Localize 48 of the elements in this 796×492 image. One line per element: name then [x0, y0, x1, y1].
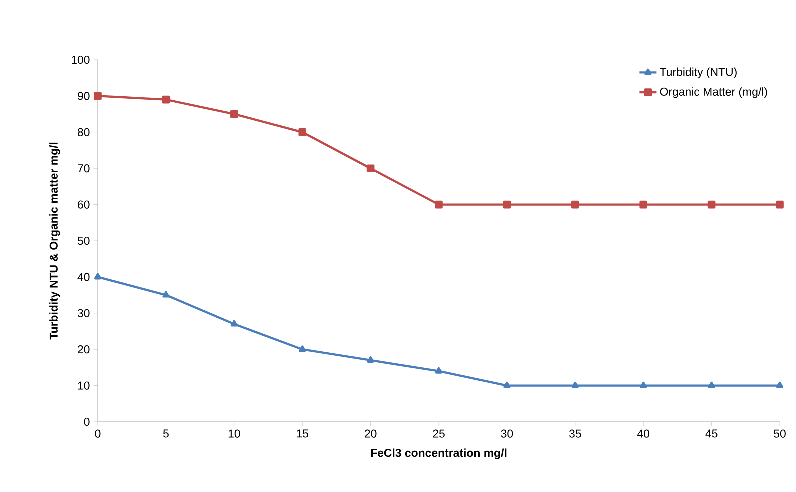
point [230, 320, 238, 327]
y-tick-label: 10 [78, 382, 90, 390]
x-tick-label: 25 [433, 430, 445, 438]
point [162, 291, 170, 298]
point [435, 367, 443, 374]
point [504, 382, 511, 388]
point [299, 346, 306, 352]
x-tick-label: 20 [365, 430, 377, 438]
point [94, 92, 102, 100]
point [298, 128, 306, 136]
point [572, 382, 579, 388]
y-tick-label: 80 [78, 128, 90, 136]
y-tick-label: 60 [78, 200, 90, 209]
point [708, 382, 716, 388]
point [640, 200, 648, 209]
x-axis-title: FeCl3 concentration mg/l [371, 448, 507, 460]
x-tick-label: 10 [228, 430, 240, 438]
point [366, 164, 375, 172]
point [162, 96, 170, 104]
x-tick-label: 35 [569, 430, 582, 438]
y-tick-label: 90 [78, 92, 90, 100]
x-tick-label: 40 [638, 430, 650, 438]
point [503, 200, 512, 209]
point [640, 382, 648, 388]
point [435, 200, 443, 209]
point [367, 356, 374, 363]
x-tick-label: 50 [774, 430, 786, 438]
y-axis-title: Turbidity NTU & Organic matter mg/l [50, 142, 60, 340]
y-tick-label: 70 [78, 164, 90, 173]
y-tick-label: 50 [78, 236, 90, 246]
x-tick-label: 15 [297, 430, 308, 438]
point [776, 382, 784, 388]
point [230, 110, 238, 118]
x-tick-label: 30 [501, 430, 514, 438]
legend-label: Organic Matter (mg/l) [660, 88, 768, 98]
x-tick-label: 45 [706, 430, 718, 438]
y-tick-label: 0 [84, 418, 90, 426]
point [776, 200, 784, 209]
y-tick-label: 30 [78, 309, 90, 318]
y-tick-label: 20 [78, 346, 90, 354]
y-tick-label: 100 [72, 56, 90, 64]
point [94, 273, 102, 280]
point [572, 200, 580, 209]
x-tick-label: 5 [163, 430, 169, 438]
legend-label: Turbidity (NTU) [660, 68, 737, 78]
point [708, 200, 716, 209]
y-tick-label: 40 [78, 273, 90, 282]
x-tick-label: 0 [95, 430, 101, 438]
